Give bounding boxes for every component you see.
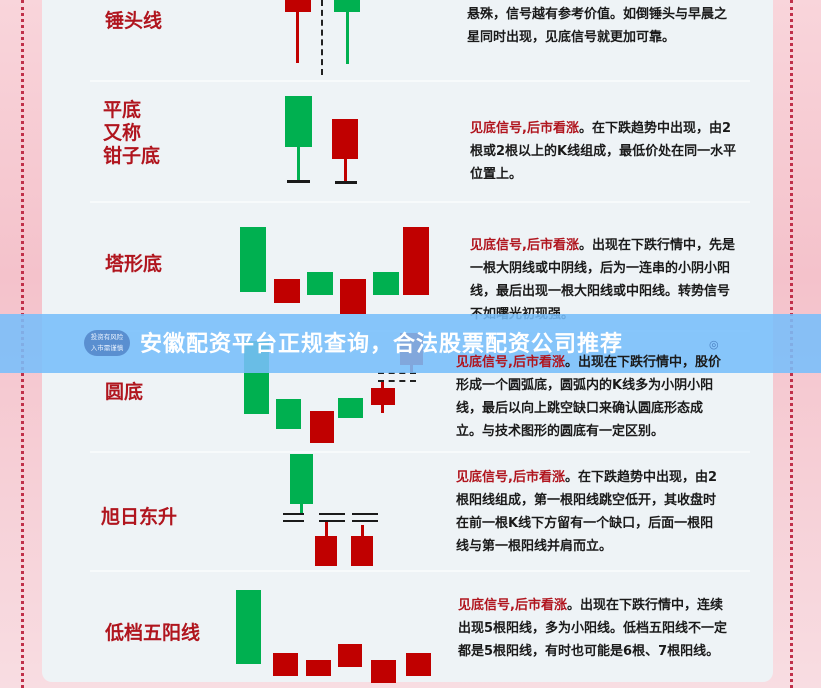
desc-highlight: 见底信号,后市看涨 <box>470 238 579 253</box>
candle-body <box>290 454 313 504</box>
label-line: 又称 <box>103 122 142 144</box>
candle-body <box>274 279 300 303</box>
row-divider <box>90 80 750 82</box>
pattern-label-tower-bottom: 塔形底 <box>105 253 163 275</box>
candle-body <box>338 644 362 667</box>
pattern-desc-tower-bottom: 见底信号,后市看涨。出现在下跌行情中，先是一根大阴线或中阴线，后为一连串的小阴小… <box>470 234 740 326</box>
promo-banner[interactable]: 投资有风险 入市需谨慎 安徽配资平台正规查询，合法股票配资公司推荐 ◎ <box>0 314 821 373</box>
candle-body <box>338 398 363 418</box>
row-divider <box>90 570 750 572</box>
label-line: 平底 <box>103 99 142 121</box>
gap-line <box>352 513 378 515</box>
desc-highlight: 见底信号,后市看涨 <box>456 355 565 370</box>
risk-warning-badge: 投资有风险 入市需谨慎 <box>84 330 130 356</box>
candle-body <box>285 96 312 147</box>
pattern-label-flat-bottom: 平底 又称 钳子底 <box>103 99 160 168</box>
gap-line <box>283 520 304 522</box>
gap-line <box>283 513 304 515</box>
desc-highlight: 见底信号,后市看涨 <box>456 470 565 485</box>
candle-wick <box>297 147 300 181</box>
desc-highlight: 见底信号,后市看涨 <box>470 121 579 136</box>
desc-text: 。在下跌趋势中出现，由2根或2根以上的K线组成，最低价处在同一水平位置上。 <box>470 121 737 182</box>
candle-body <box>285 0 311 12</box>
badge-line: 入市需谨慎 <box>90 344 124 352</box>
candle-body <box>403 227 429 295</box>
candle-body <box>406 653 431 676</box>
candle-body <box>310 411 334 443</box>
pattern-desc-five-yang: 见底信号,后市看涨。出现在下跌行情中，连续出现5根阳线，多为小阳线。低档五阳线不… <box>458 594 728 663</box>
row-divider <box>90 451 750 453</box>
desc-text: 悬殊，信号越有参考价值。如倒锤头与早晨之星同时出现，见底信号就更加可靠。 <box>467 7 728 45</box>
candle-wick <box>296 12 299 63</box>
pattern-label-rising-sun: 旭日东升 <box>101 506 178 528</box>
candle-body <box>276 399 301 429</box>
candle-body <box>371 388 395 405</box>
desc-text: 。出现在下跌行情中，股价形成一个圆弧底，圆弧内的K线多为小阴小阳线，最后以向上跳… <box>456 355 721 439</box>
desc-highlight: 见底信号,后市看涨 <box>458 598 567 613</box>
candle-body <box>340 279 366 314</box>
pattern-label-hammer: 锤头线 <box>105 10 163 32</box>
candle-body <box>306 660 331 676</box>
candle-body <box>273 653 298 676</box>
pattern-desc-round-bottom: 见底信号,后市看涨。出现在下跌行情中，股价形成一个圆弧底，圆弧内的K线多为小阴小… <box>456 351 726 443</box>
support-line <box>287 180 310 183</box>
gap-line <box>352 520 378 522</box>
divider-line <box>321 0 323 75</box>
gap-line <box>378 372 416 374</box>
candle-wick <box>346 12 349 64</box>
gap-line <box>319 513 345 515</box>
candle-body <box>371 660 396 683</box>
row-divider <box>90 201 750 203</box>
candle-wick <box>325 522 328 536</box>
badge-line: 投资有风险 <box>90 333 124 341</box>
eye-icon: ◎ <box>709 338 719 351</box>
desc-text: 。出现在下跌行情中，连续出现5根阳线，多为小阳线。低档五阳线不一定都是5根阳线，… <box>458 598 728 659</box>
candle-body <box>332 119 358 159</box>
pattern-desc-flat-bottom: 见底信号,后市看涨。在下跌趋势中出现，由2根或2根以上的K线组成，最低价处在同一… <box>470 117 740 186</box>
candle-body <box>307 272 333 295</box>
banner-title[interactable]: 安徽配资平台正规查询，合法股票配资公司推荐 <box>140 332 624 357</box>
gap-line <box>319 520 345 522</box>
candle-wick <box>344 159 347 182</box>
pattern-desc-hammer: 悬殊，信号越有参考价值。如倒锤头与早晨之星同时出现，见底信号就更加可靠。 <box>467 3 737 49</box>
candle-body <box>351 536 373 566</box>
gap-line <box>378 380 416 382</box>
pattern-label-round-bottom: 圆底 <box>105 381 144 403</box>
label-line: 钳子底 <box>103 145 161 167</box>
candle-body <box>240 227 266 292</box>
candle-wick <box>300 504 303 514</box>
pattern-desc-rising-sun: 见底信号,后市看涨。在下跌趋势中出现，由2根阳线组成，第一根阳线跳空低开，其收盘… <box>456 466 726 558</box>
candle-body <box>373 272 399 295</box>
desc-text: 。在下跌趋势中出现，由2根阳线组成，第一根阳线跳空低开，其收盘时在前一根K线下方… <box>456 470 717 554</box>
candle-body <box>236 590 261 664</box>
candle-body <box>334 0 360 12</box>
support-line <box>335 181 357 184</box>
desc-text: 。出现在下跌行情中，先是一根大阴线或中阴线，后为一连串的小阴小阳线，最后出现一根… <box>470 238 735 322</box>
candle-wick <box>361 525 364 536</box>
candle-body <box>315 536 337 566</box>
pattern-label-five-yang: 低档五阳线 <box>105 622 201 644</box>
